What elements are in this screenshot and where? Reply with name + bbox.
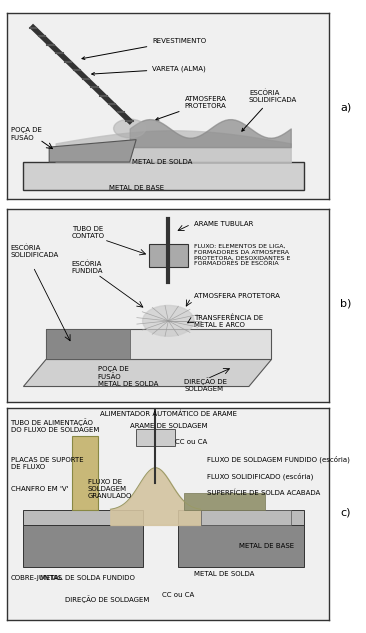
Text: DIREÇÃO DE SOLDAGEM: DIREÇÃO DE SOLDAGEM bbox=[65, 595, 150, 603]
Text: POÇA DE
FUSÃO
METAL DE SOLDA: POÇA DE FUSÃO METAL DE SOLDA bbox=[97, 367, 158, 387]
Text: FLUXO: ELEMENTOS DE LIGA,
FORMADORES DA ATMOSFERA
PROTETORA, DESOXIDANTES E
FORM: FLUXO: ELEMENTOS DE LIGA, FORMADORES DA … bbox=[194, 244, 291, 266]
Text: REVESTIMENTO: REVESTIMENTO bbox=[82, 38, 206, 60]
Polygon shape bbox=[184, 493, 265, 510]
Text: a): a) bbox=[340, 103, 352, 113]
Polygon shape bbox=[46, 329, 130, 360]
Text: FLUXO SOLIDIFICADO (escória): FLUXO SOLIDIFICADO (escória) bbox=[207, 472, 313, 480]
Text: METAL DE SOLDA FUNDIDO: METAL DE SOLDA FUNDIDO bbox=[40, 575, 134, 581]
Polygon shape bbox=[201, 510, 291, 525]
Bar bbox=[149, 244, 188, 267]
Text: DIREÇÃO DE
SOLDAGEM: DIREÇÃO DE SOLDAGEM bbox=[184, 377, 227, 392]
Text: CC ou CA: CC ou CA bbox=[175, 439, 207, 445]
Text: c): c) bbox=[340, 508, 351, 518]
Polygon shape bbox=[23, 360, 272, 387]
Text: CC ou CA: CC ou CA bbox=[162, 592, 194, 598]
Circle shape bbox=[143, 306, 194, 336]
Text: VARETA (ALMA): VARETA (ALMA) bbox=[92, 65, 206, 75]
Polygon shape bbox=[49, 140, 136, 162]
Text: ARAME TUBULAR: ARAME TUBULAR bbox=[194, 222, 254, 227]
Text: FLUXO DE SOLDAGEM FUNDIDO (escória): FLUXO DE SOLDAGEM FUNDIDO (escória) bbox=[207, 455, 350, 463]
Text: ATMOSFERA
PROTETORA: ATMOSFERA PROTETORA bbox=[156, 96, 226, 120]
Text: FLUXO DE
SOLDAGEM
GRANULADO: FLUXO DE SOLDAGEM GRANULADO bbox=[88, 479, 132, 499]
Polygon shape bbox=[23, 162, 304, 190]
Text: TUBO DE ALIMENTAÇÃO
DO FLUXO DE SOLDAGEM: TUBO DE ALIMENTAÇÃO DO FLUXO DE SOLDAGEM bbox=[11, 418, 99, 432]
Text: METAL DE SOLDA: METAL DE SOLDA bbox=[194, 571, 254, 577]
Text: TRANSFERÊNCIA DE
METAL E ARCO: TRANSFERÊNCIA DE METAL E ARCO bbox=[194, 314, 264, 328]
Polygon shape bbox=[178, 525, 304, 567]
Text: PLACAS DE SUPORTE
DE FLUXO: PLACAS DE SUPORTE DE FLUXO bbox=[11, 457, 83, 470]
Text: METAL DE SOLDA: METAL DE SOLDA bbox=[132, 159, 192, 165]
Text: METAL DE BASE: METAL DE BASE bbox=[239, 543, 294, 549]
Polygon shape bbox=[23, 510, 143, 525]
Bar bbox=[136, 429, 175, 446]
Bar bbox=[72, 436, 97, 510]
Text: POÇA DE
FUSÃO: POÇA DE FUSÃO bbox=[11, 127, 41, 141]
Text: SUPERFÍCIE DE SOLDA ACABADA: SUPERFÍCIE DE SOLDA ACABADA bbox=[207, 490, 320, 496]
Text: ESCÓRIA
SOLIDIFICADA: ESCÓRIA SOLIDIFICADA bbox=[242, 90, 297, 131]
Polygon shape bbox=[23, 525, 143, 567]
Text: METAL DE BASE: METAL DE BASE bbox=[109, 185, 164, 191]
Text: CHANFRO EM 'V': CHANFRO EM 'V' bbox=[11, 486, 68, 492]
Text: ESCÓRIA
FUNDIDA: ESCÓRIA FUNDIDA bbox=[72, 260, 103, 273]
Polygon shape bbox=[46, 329, 272, 360]
Text: ALIMENTADOR AUTOMÁTICO DE ARAME: ALIMENTADOR AUTOMÁTICO DE ARAME bbox=[100, 410, 237, 417]
Text: ARAME DE SOLDAGEM: ARAME DE SOLDAGEM bbox=[130, 423, 207, 429]
Text: TUBO DE
CONTATO: TUBO DE CONTATO bbox=[72, 225, 105, 239]
Text: b): b) bbox=[340, 299, 352, 309]
Circle shape bbox=[113, 119, 146, 138]
Text: COBRE-JUNTAS: COBRE-JUNTAS bbox=[11, 575, 63, 581]
Polygon shape bbox=[178, 510, 304, 525]
Text: ESCÓRIA
SOLIDIFICADA: ESCÓRIA SOLIDIFICADA bbox=[11, 244, 59, 258]
Text: ATMOSFERA PROTETORA: ATMOSFERA PROTETORA bbox=[194, 293, 280, 299]
